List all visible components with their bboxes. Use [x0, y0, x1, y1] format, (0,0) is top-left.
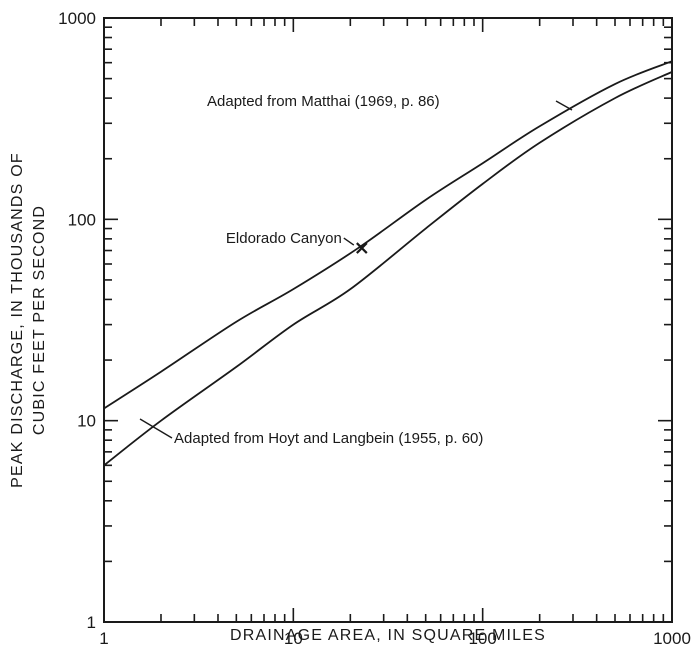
series-line-matthai — [103, 60, 673, 410]
labels-layer: Adapted from Matthai (1969, p. 86) Adapte… — [139, 93, 573, 447]
series-layer — [103, 60, 673, 467]
series-line-hoyt-langbein — [103, 71, 673, 467]
y-tick-label: 1000 — [58, 9, 96, 28]
y-tick-label: 100 — [68, 210, 96, 229]
plot-frame — [103, 17, 673, 623]
point-marker-x — [356, 242, 368, 254]
point-label-eldorado-canyon: Eldorado Canyon — [226, 230, 342, 247]
annotation-matthai-leader — [555, 100, 573, 111]
annotation-matthai: Adapted from Matthai (1969, p. 86) — [207, 93, 440, 110]
y-tick-label: 1 — [87, 613, 96, 632]
x-tick-label: 100 — [468, 629, 496, 647]
y-axis-title-line1: PEAK DISCHARGE, IN THOUSANDS OF — [9, 152, 26, 488]
points-layer: Eldorado Canyon — [226, 230, 368, 254]
point-leader-line — [343, 237, 355, 246]
x-tick-label: 1 — [99, 629, 108, 647]
x-tick-label: 10 — [284, 629, 303, 647]
ticks-layer: 1 10 100 1000 1 10 100 1000 — [58, 9, 691, 647]
annotation-hoyt-langbein: Adapted from Hoyt and Langbein (1955, p.… — [174, 430, 483, 447]
x-axis-title: DRAINAGE AREA, IN SQUARE MILES — [230, 627, 546, 644]
annotation-hoyt-langbein-leader — [139, 418, 173, 439]
x-tick-label: 1000 — [653, 629, 691, 647]
y-tick-label: 10 — [77, 412, 96, 431]
y-axis-title-line2: CUBIC FEET PER SECOND — [31, 205, 48, 435]
